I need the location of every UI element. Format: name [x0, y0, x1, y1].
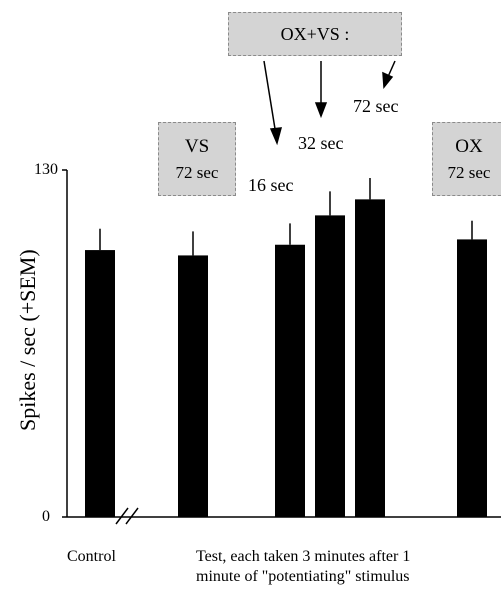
arrow-72-head: [382, 71, 394, 89]
y-tick-label-min: 0: [42, 508, 50, 525]
annotation-arrows: [263, 60, 396, 146]
bar-1: [85, 250, 115, 518]
ox-vs-annotation-box: OX+VS :: [228, 12, 402, 56]
label-16-sec: 16 sec: [248, 175, 294, 195]
bar-6: [457, 239, 487, 517]
ox-annotation-box: OX 72 sec: [432, 122, 501, 196]
vs-annotation-box: VS 72 sec: [158, 122, 236, 196]
ox-box-line1: OX: [455, 136, 483, 157]
bars-group: [85, 178, 487, 518]
arrow-16-head: [269, 127, 283, 146]
axis-break-mark-1: [115, 507, 129, 525]
vs-box-line1: VS: [184, 136, 210, 157]
bar-3: [275, 244, 305, 517]
ox-box-line2: 72 sec: [447, 163, 491, 182]
x-label-control: Control: [67, 548, 116, 565]
bar-2: [178, 255, 208, 517]
y-axis-label: Spikes / sec (+SEM): [15, 249, 40, 431]
arrow-16-shaft: [263, 60, 277, 136]
x-label-test-line2: minute of "potentiating" stimulus: [196, 568, 410, 585]
y-tick-label-max: 130: [34, 161, 58, 178]
axis-break-mark-2: [125, 507, 139, 525]
vs-box-line2: 72 sec: [175, 163, 219, 182]
label-32-sec: 32 sec: [298, 133, 344, 153]
x-label-test-line1: Test, each taken 3 minutes after 1: [196, 548, 411, 565]
bar-5: [355, 199, 385, 517]
arrow-32-head: [314, 102, 328, 119]
label-72-sec: 72 sec: [353, 96, 399, 116]
bar-4: [315, 215, 345, 517]
